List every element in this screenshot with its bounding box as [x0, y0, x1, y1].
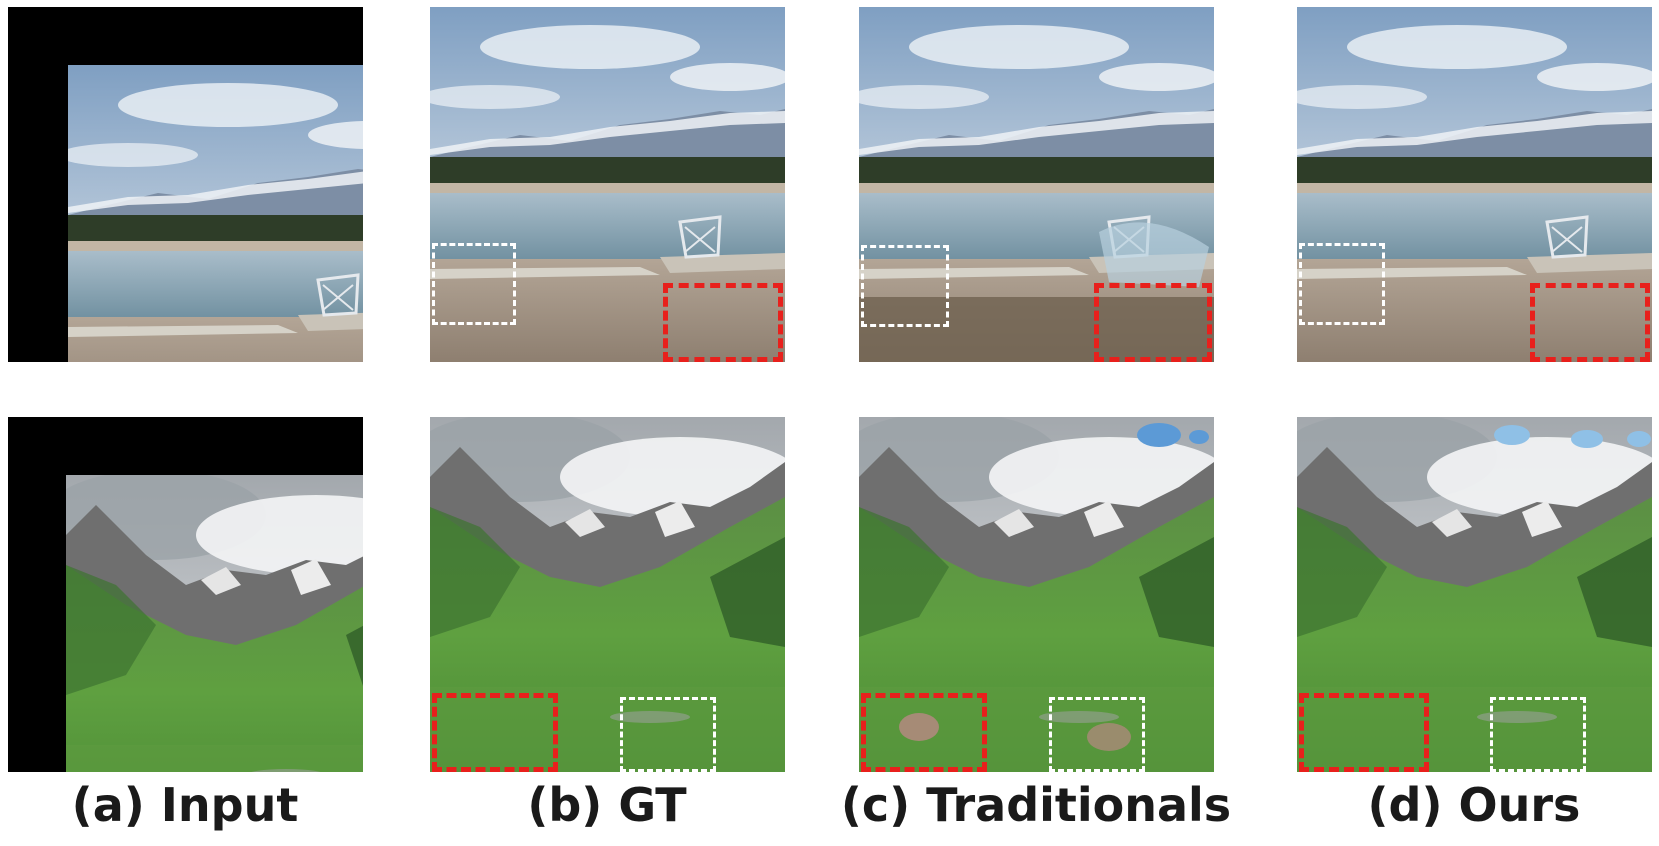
input-lake-panel	[8, 7, 363, 362]
traditional-lake-image	[859, 7, 1214, 362]
ours-valley-image	[1297, 417, 1652, 772]
white-dashed-box	[620, 697, 716, 772]
white-dashed-box	[1049, 697, 1145, 772]
traditional-valley-image	[859, 417, 1214, 772]
ours-lake-panel	[1297, 7, 1652, 362]
red-dashed-box	[1094, 283, 1212, 362]
white-dashed-box	[861, 245, 949, 327]
caption-ours: (d) Ours	[1367, 778, 1581, 832]
red-dashed-box	[861, 693, 987, 772]
gt-lake-panel	[430, 7, 785, 362]
red-dashed-box	[1299, 693, 1429, 772]
white-dashed-box	[1299, 243, 1385, 325]
ours-valley-panel	[1297, 417, 1652, 772]
traditional-lake-panel	[859, 7, 1214, 362]
traditional-valley-panel	[859, 417, 1214, 772]
white-dashed-box	[1490, 697, 1586, 772]
gt-valley-panel	[430, 417, 785, 772]
masked-lake-image	[8, 7, 363, 362]
masked-valley-image	[8, 417, 363, 772]
caption-traditional: (c) Traditionals	[840, 778, 1232, 832]
input-valley-panel	[8, 417, 363, 772]
white-dashed-box	[432, 243, 516, 325]
caption-input: (a) Input	[71, 778, 299, 832]
red-dashed-box	[1530, 283, 1650, 362]
caption-gt: (b) GT	[527, 778, 687, 832]
red-dashed-box	[663, 283, 783, 362]
red-dashed-box	[432, 693, 558, 772]
